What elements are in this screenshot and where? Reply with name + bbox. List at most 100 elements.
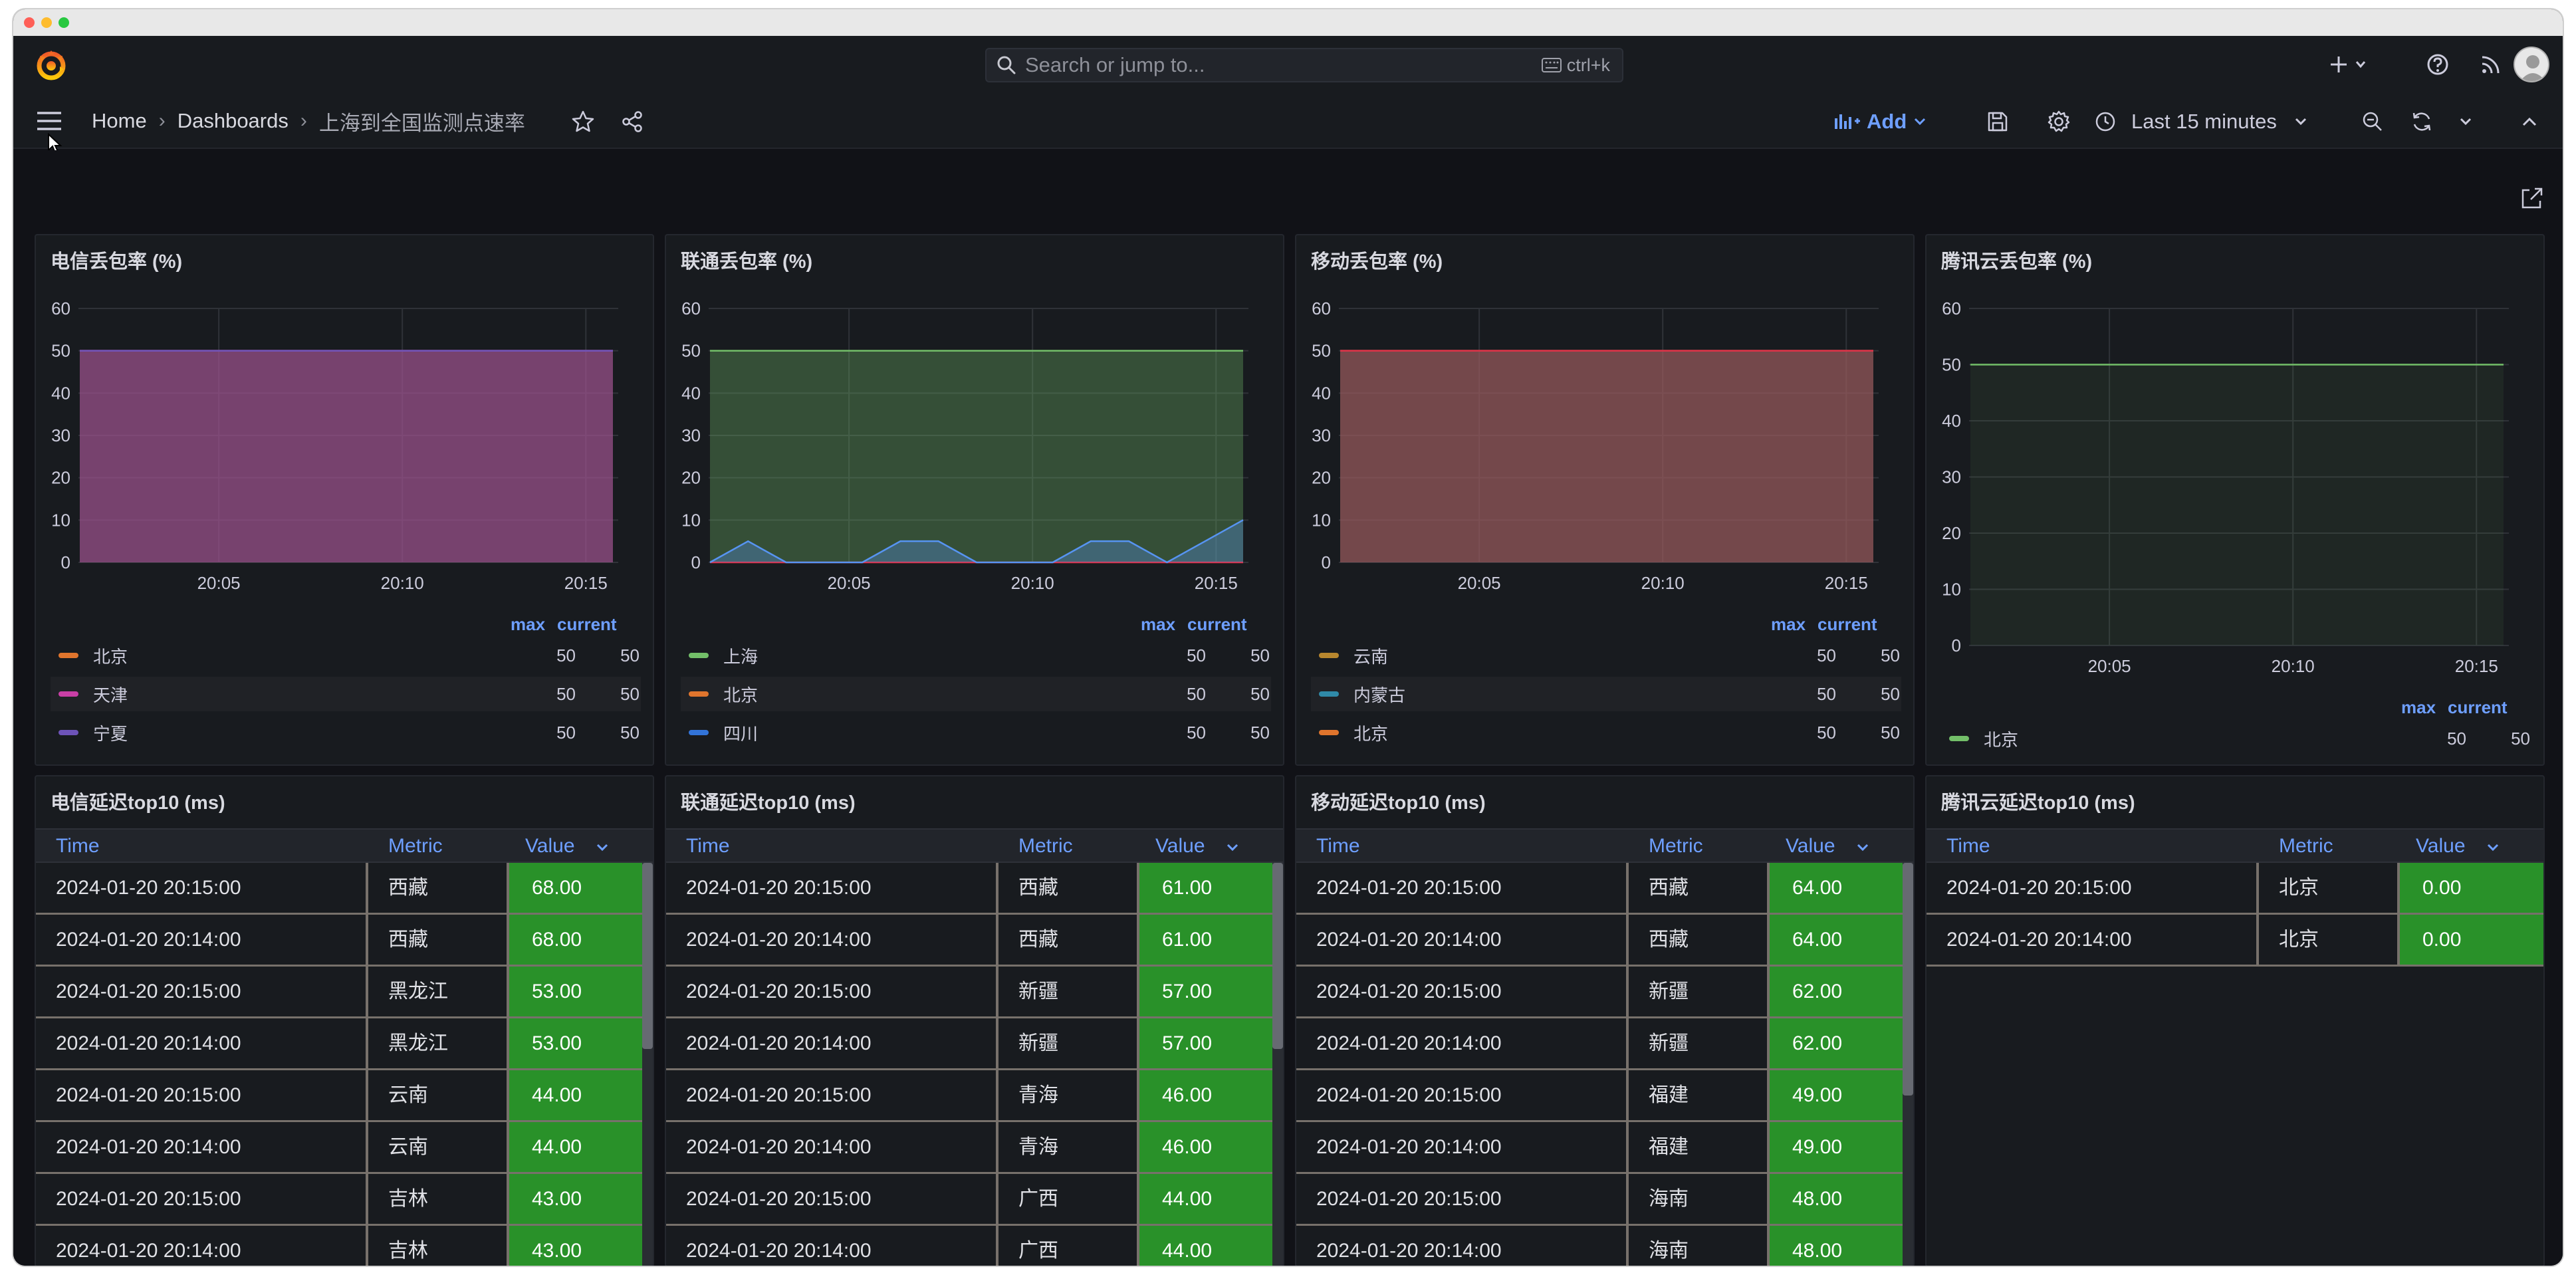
timeseries-chart[interactable]: 0 10 20 30 40 50 60 20:05 20:10 20:15: [1927, 235, 2545, 766]
table-row[interactable]: 2024-01-20 20:14:00 福建 49.00: [1296, 1122, 1903, 1174]
help-icon[interactable]: [2422, 49, 2453, 80]
table-row[interactable]: 2024-01-20 20:15:00 海南 48.00: [1296, 1174, 1903, 1226]
panel-title[interactable]: 联通丢包率 (%): [681, 251, 813, 273]
table-scrollbar-thumb[interactable]: [1903, 863, 1913, 1096]
legend-header-current[interactable]: current: [557, 614, 617, 634]
table-row[interactable]: 2024-01-20 20:15:00 黑龙江 53.00: [36, 967, 642, 1018]
table-row[interactable]: 2024-01-20 20:15:00 北京 0.00: [1927, 863, 2543, 915]
save-icon[interactable]: [1982, 106, 2013, 137]
legend-item[interactable]: 北京 50 50: [1311, 715, 1901, 750]
table-scrollbar-thumb[interactable]: [642, 863, 653, 1049]
legend-header-current[interactable]: current: [1187, 614, 1247, 634]
legend-item[interactable]: 宁夏 50 50: [51, 715, 641, 750]
legend-item[interactable]: 内蒙古 50 50: [1311, 677, 1901, 711]
timeseries-panel[interactable]: 腾讯云丢包率 (%) 0 10 20 30 40 50 60 20:05 20:10 20:15 ma…: [1925, 234, 2545, 766]
column-header-time[interactable]: Time: [56, 835, 100, 857]
timeseries-panel[interactable]: 电信丢包率 (%) 0 10 20 30 40 50 60 20:05 20:10 20:15 max…: [35, 234, 654, 766]
new-menu-button[interactable]: [2325, 49, 2379, 80]
legend-header-max[interactable]: max: [1141, 614, 1176, 634]
share-icon[interactable]: [617, 106, 647, 137]
panel-title[interactable]: 移动丢包率 (%): [1311, 251, 1443, 273]
table-row[interactable]: 2024-01-20 20:15:00 福建 49.00: [1296, 1070, 1903, 1122]
panel-title[interactable]: 电信延迟top10 (ms): [51, 792, 225, 814]
time-range-picker[interactable]: Last 15 minutes: [2094, 106, 2307, 137]
legend-header-max[interactable]: max: [2401, 697, 2436, 717]
gear-icon[interactable]: [2044, 106, 2074, 137]
table-scrollbar-thumb[interactable]: [1272, 863, 1283, 1049]
table-row[interactable]: 2024-01-20 20:14:00 西藏 68.00: [36, 915, 642, 967]
window-minimize-button[interactable]: [41, 17, 52, 28]
column-header-metric[interactable]: Metric: [388, 835, 443, 857]
table-panel[interactable]: 联通延迟top10 (ms) Time Metric Value 2024-01-20 …: [665, 775, 1284, 1266]
collapse-chevron-up-icon[interactable]: [2514, 106, 2545, 137]
table-row[interactable]: 2024-01-20 20:14:00 新疆 62.00: [1296, 1018, 1903, 1070]
legend-item[interactable]: 北京 50 50: [681, 677, 1271, 711]
table-row[interactable]: 2024-01-20 20:14:00 云南 44.00: [36, 1122, 642, 1174]
table-row[interactable]: 2024-01-20 20:15:00 新疆 57.00: [666, 967, 1272, 1018]
panel-title[interactable]: 联通延迟top10 (ms): [681, 792, 856, 814]
table-row[interactable]: 2024-01-20 20:14:00 北京 0.00: [1927, 915, 2543, 967]
legend-item[interactable]: 云南 50 50: [1311, 638, 1901, 673]
table-row[interactable]: 2024-01-20 20:14:00 黑龙江 53.00: [36, 1018, 642, 1070]
panel-title[interactable]: 腾讯云延迟top10 (ms): [1941, 792, 2135, 814]
table-row[interactable]: 2024-01-20 20:15:00 吉林 43.00: [36, 1174, 642, 1226]
search-bar[interactable]: ctrl+k: [985, 48, 1623, 82]
refresh-icon[interactable]: [2406, 106, 2437, 137]
news-rss-icon[interactable]: [2476, 49, 2506, 80]
column-header-metric[interactable]: Metric: [2279, 835, 2333, 857]
zoom-out-icon[interactable]: [2357, 106, 2388, 137]
column-header-metric[interactable]: Metric: [1018, 835, 1073, 857]
search-input[interactable]: [1025, 53, 1542, 77]
table-panel[interactable]: 电信延迟top10 (ms) Time Metric Value 2024-01-20 …: [35, 775, 654, 1266]
sort-chevron-down-icon[interactable]: [2486, 843, 2500, 852]
column-header-value[interactable]: Value: [525, 835, 575, 857]
column-header-value[interactable]: Value: [2416, 835, 2466, 857]
timeseries-panel[interactable]: 联通丢包率 (%) 0 10 20 30 40 50 60 20:05 20:10 20:15 max…: [665, 234, 1284, 766]
column-header-metric[interactable]: Metric: [1649, 835, 1703, 857]
table-row[interactable]: 2024-01-20 20:15:00 青海 46.00: [666, 1070, 1272, 1122]
window-close-button[interactable]: [24, 17, 35, 28]
table-row[interactable]: 2024-01-20 20:14:00 新疆 57.00: [666, 1018, 1272, 1070]
star-icon[interactable]: [568, 106, 598, 137]
table-row[interactable]: 2024-01-20 20:14:00 广西 44.00: [666, 1226, 1272, 1266]
timeseries-chart[interactable]: 0 10 20 30 40 50 60 20:05 20:10 20:15: [36, 235, 654, 766]
refresh-interval-chevron-icon[interactable]: [2450, 106, 2481, 137]
timeseries-chart[interactable]: 0 10 20 30 40 50 60 20:05 20:10 20:15: [666, 235, 1284, 766]
legend-header-current[interactable]: current: [2448, 697, 2508, 717]
table-row[interactable]: 2024-01-20 20:14:00 西藏 61.00: [666, 915, 1272, 967]
legend-item[interactable]: 北京 50 50: [1941, 721, 2531, 756]
panel-title[interactable]: 腾讯云丢包率 (%): [1941, 251, 2093, 273]
legend-item[interactable]: 天津 50 50: [51, 677, 641, 711]
column-header-time[interactable]: Time: [1316, 835, 1360, 857]
grafana-logo-icon[interactable]: [35, 48, 68, 81]
legend-item[interactable]: 四川 50 50: [681, 715, 1271, 750]
legend-header-max[interactable]: max: [1771, 614, 1806, 634]
table-row[interactable]: 2024-01-20 20:15:00 西藏 68.00: [36, 863, 642, 915]
timeseries-panel[interactable]: 移动丢包率 (%) 0 10 20 30 40 50 60 20:05 20:10 20:15 max…: [1295, 234, 1915, 766]
breadcrumb-home[interactable]: Home: [92, 109, 147, 132]
table-row[interactable]: 2024-01-20 20:15:00 西藏 64.00: [1296, 863, 1903, 915]
table-row[interactable]: 2024-01-20 20:14:00 青海 46.00: [666, 1122, 1272, 1174]
table-row[interactable]: 2024-01-20 20:15:00 云南 44.00: [36, 1070, 642, 1122]
legend-header-current[interactable]: current: [1817, 614, 1877, 634]
column-header-time[interactable]: Time: [1946, 835, 1990, 857]
column-header-value[interactable]: Value: [1155, 835, 1205, 857]
column-header-time[interactable]: Time: [686, 835, 730, 857]
external-link-icon[interactable]: [2517, 183, 2547, 213]
window-maximize-button[interactable]: [59, 17, 69, 28]
legend-item[interactable]: 上海 50 50: [681, 638, 1271, 673]
table-row[interactable]: 2024-01-20 20:15:00 新疆 62.00: [1296, 967, 1903, 1018]
legend-header-max[interactable]: max: [511, 614, 546, 634]
legend-item[interactable]: 北京 50 50: [51, 638, 641, 673]
table-row[interactable]: 2024-01-20 20:15:00 广西 44.00: [666, 1174, 1272, 1226]
sort-chevron-down-icon[interactable]: [1856, 843, 1869, 852]
table-panel[interactable]: 移动延迟top10 (ms) Time Metric Value 2024-01-20 …: [1295, 775, 1915, 1266]
column-header-value[interactable]: Value: [1786, 835, 1835, 857]
menu-button[interactable]: [33, 106, 65, 136]
table-panel[interactable]: 腾讯云延迟top10 (ms) Time Metric Value 2024-01-20…: [1925, 775, 2545, 1266]
add-button[interactable]: Add: [1833, 106, 1927, 137]
user-avatar[interactable]: [2514, 47, 2549, 82]
panel-title[interactable]: 移动延迟top10 (ms): [1311, 792, 1486, 814]
table-row[interactable]: 2024-01-20 20:14:00 吉林 43.00: [36, 1226, 642, 1266]
table-row[interactable]: 2024-01-20 20:14:00 西藏 64.00: [1296, 915, 1903, 967]
